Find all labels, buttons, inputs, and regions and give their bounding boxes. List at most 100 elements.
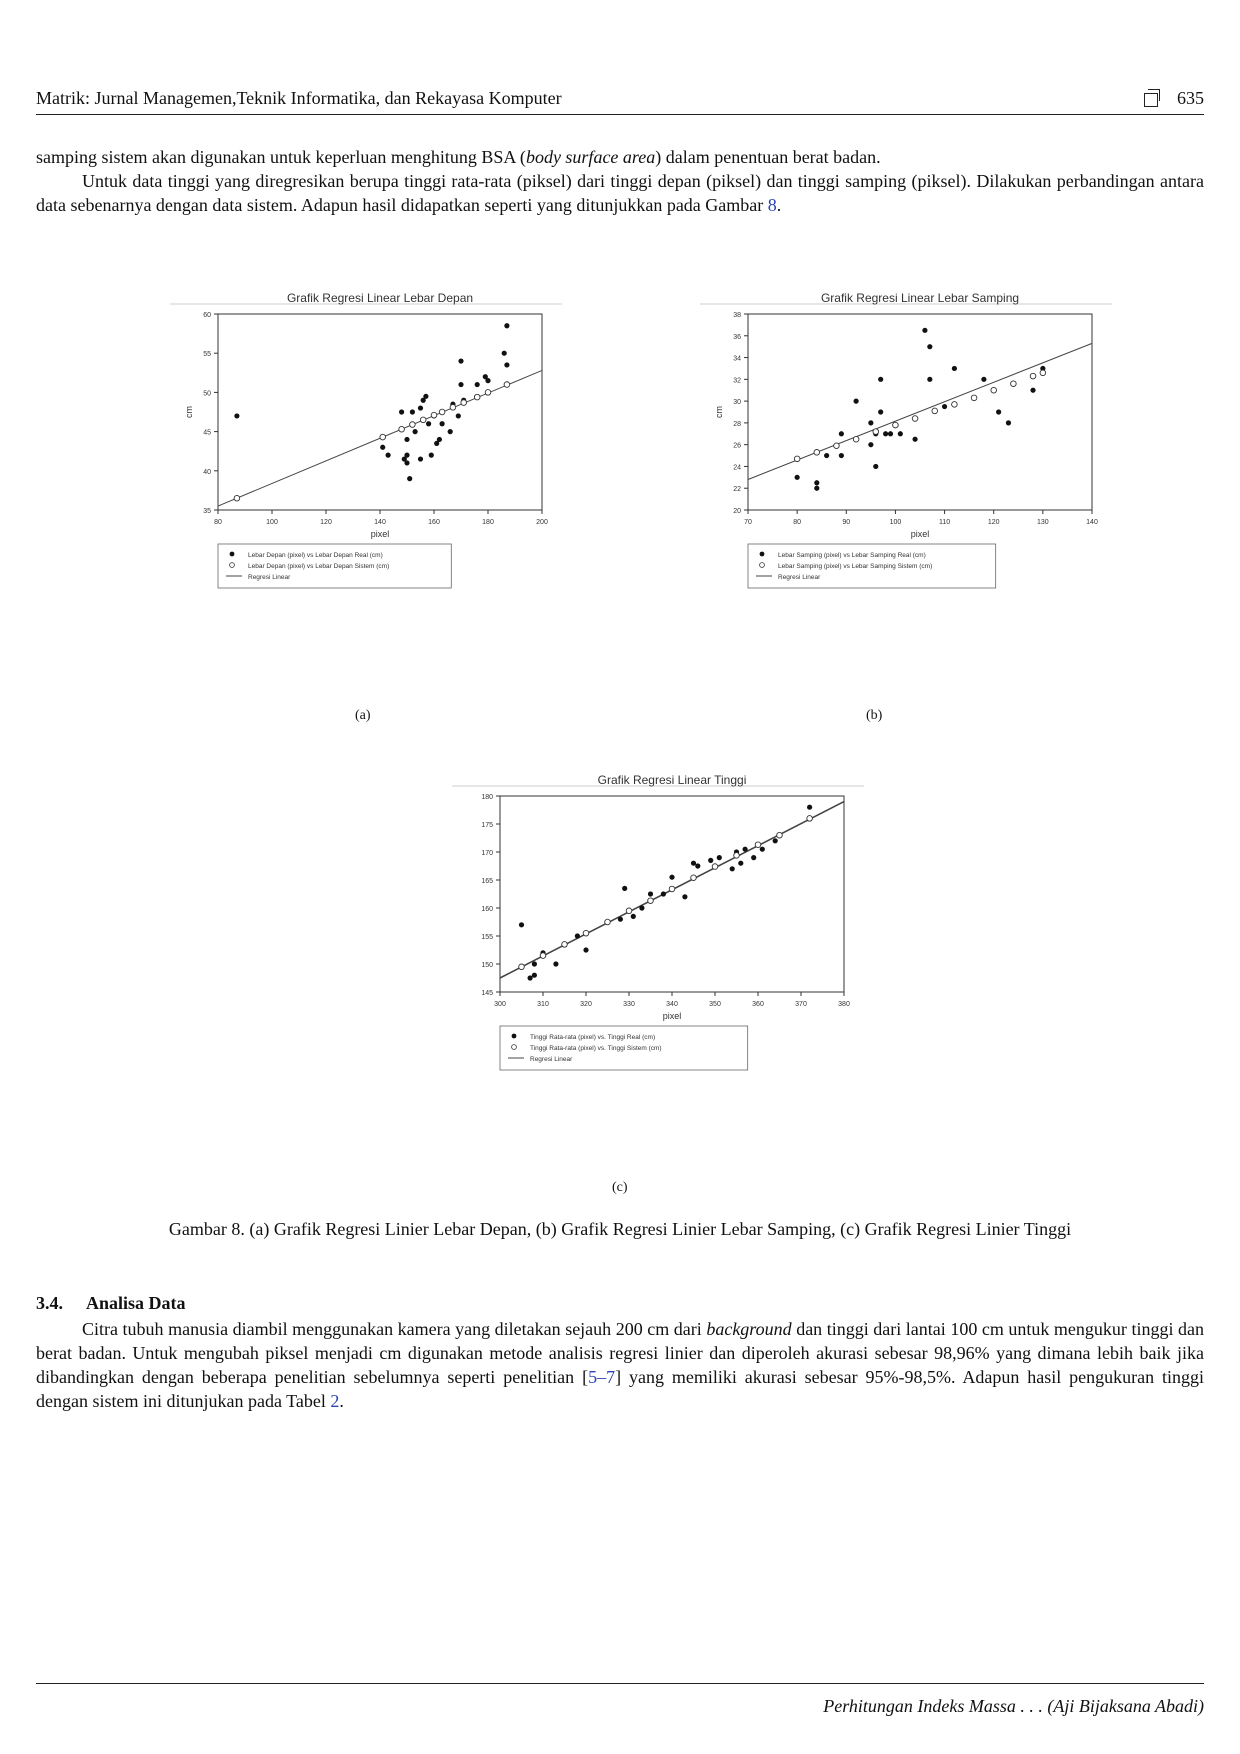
chart-a-svg: Grafik Regresi Linear Lebar Depan 80 100 12… xyxy=(170,291,562,589)
x-tick-label: 360 xyxy=(752,1001,764,1008)
data-point-real xyxy=(380,444,386,450)
data-point-real xyxy=(447,429,453,435)
x-tick-label: 80 xyxy=(793,519,801,526)
data-point-system xyxy=(233,494,241,502)
data-point-real xyxy=(996,409,1002,415)
x-tick-label: 160 xyxy=(428,519,440,526)
data-point-system xyxy=(473,393,481,401)
data-point-real xyxy=(482,374,488,380)
data-point-real xyxy=(404,452,410,458)
data-point-real xyxy=(531,972,537,978)
data-point-real xyxy=(897,431,903,437)
x-tick-label: 80 xyxy=(214,519,222,526)
citation-ref-link[interactable]: 5–7 xyxy=(588,1367,616,1387)
data-point-real xyxy=(458,358,464,364)
data-point-system xyxy=(754,841,762,848)
legend-filled-marker xyxy=(759,551,765,557)
y-tick-label: 30 xyxy=(733,399,741,406)
header-box-icon xyxy=(1144,89,1160,107)
data-point-system xyxy=(776,831,783,839)
chart-b-svg: Grafik Regresi Linear Lebar Samping 70 80 9… xyxy=(700,291,1112,589)
legend-filled-marker xyxy=(229,551,235,557)
data-point-system xyxy=(582,929,590,937)
data-point-real xyxy=(729,866,735,872)
data-point-real xyxy=(868,442,874,448)
data-point-system xyxy=(793,455,801,463)
data-point-real xyxy=(423,393,429,399)
data-point-real xyxy=(669,874,675,880)
data-point-real xyxy=(1005,420,1012,426)
data-point-system xyxy=(668,885,676,893)
x-tick-label: 310 xyxy=(537,1001,549,1008)
legend-entry-label: Tinggi Rata-rata (pixel) vs. Tinggi Real… xyxy=(530,1034,655,1041)
y-axis-label: cm xyxy=(184,406,194,418)
data-point-real xyxy=(409,409,415,415)
x-tick-label: 200 xyxy=(536,519,548,526)
data-point-real xyxy=(807,804,813,810)
data-point-real xyxy=(412,429,418,435)
x-tick-label: 350 xyxy=(709,1001,721,1008)
y-tick-label: 170 xyxy=(481,850,493,857)
data-point-system xyxy=(449,404,457,411)
data-point-system xyxy=(409,421,416,428)
table-ref-link[interactable]: 2 xyxy=(330,1391,340,1411)
y-tick-label: 150 xyxy=(481,962,493,969)
legend-open-marker xyxy=(511,1044,517,1050)
data-point-real xyxy=(759,846,765,852)
legend-box xyxy=(217,543,452,589)
chart-a-lebar-depan: Grafik Regresi Linear Lebar Depan 80 100 12… xyxy=(170,288,570,663)
data-point-real xyxy=(873,463,879,470)
y-tick-label: 38 xyxy=(733,312,741,319)
data-point-system xyxy=(970,394,978,402)
legend-entry-label: Lebar Samping (pixel) vs Lebar Samping S… xyxy=(778,563,932,570)
x-tick-label: 140 xyxy=(1086,519,1098,526)
data-point-real xyxy=(583,947,589,953)
data-point-real xyxy=(751,855,757,861)
data-point-system xyxy=(1039,369,1047,377)
data-point-real xyxy=(647,891,654,897)
data-point-real xyxy=(838,452,844,459)
x-tick-label: 100 xyxy=(266,519,278,526)
data-point-real xyxy=(682,894,688,900)
data-point-system xyxy=(911,415,919,422)
y-tick-label: 145 xyxy=(481,990,493,997)
data-point-real xyxy=(690,860,697,866)
data-point-system xyxy=(503,381,511,388)
y-tick-label: 24 xyxy=(733,464,741,471)
data-point-real xyxy=(1040,365,1046,372)
data-point-real xyxy=(660,891,666,897)
data-point-real xyxy=(695,863,701,869)
x-tick-label: 340 xyxy=(666,1001,678,1008)
data-point-real xyxy=(922,327,928,333)
data-point-real xyxy=(838,431,844,437)
figure-ref-link[interactable]: 8 xyxy=(767,195,777,215)
data-point-real xyxy=(853,398,859,404)
data-point-real xyxy=(814,480,820,486)
data-point-real xyxy=(401,456,407,462)
section-number: 3.4. xyxy=(36,1293,63,1313)
legend-entry-label: Lebar Depan (pixel) vs Lebar Depan Real … xyxy=(248,552,383,559)
data-point-system xyxy=(813,449,821,456)
x-tick-label: 380 xyxy=(838,1001,850,1008)
x-axis-label: pixel xyxy=(911,529,930,539)
data-point-real xyxy=(772,838,778,844)
data-point-real xyxy=(883,431,889,437)
plot-area xyxy=(217,313,543,511)
data-point-real xyxy=(630,913,636,919)
data-point-real xyxy=(814,485,820,491)
x-tick-label: 110 xyxy=(939,519,950,526)
data-point-system xyxy=(419,416,427,424)
legend-box xyxy=(747,543,997,589)
data-point-system xyxy=(625,907,633,915)
data-point-system xyxy=(931,407,938,415)
data-point-system xyxy=(379,433,386,441)
data-point-real xyxy=(458,381,464,388)
data-point-system xyxy=(539,952,547,959)
data-point-real xyxy=(794,474,800,480)
chart-b-lebar-samping: Grafik Regresi Linear Lebar Samping 70 80 9… xyxy=(700,288,1120,663)
data-point-system xyxy=(690,874,697,882)
data-point-real xyxy=(912,436,918,442)
data-point-real xyxy=(617,916,623,922)
data-point-real xyxy=(404,460,410,466)
intro-line-1: samping sistem akan digunakan untuk kepe… xyxy=(36,147,881,167)
